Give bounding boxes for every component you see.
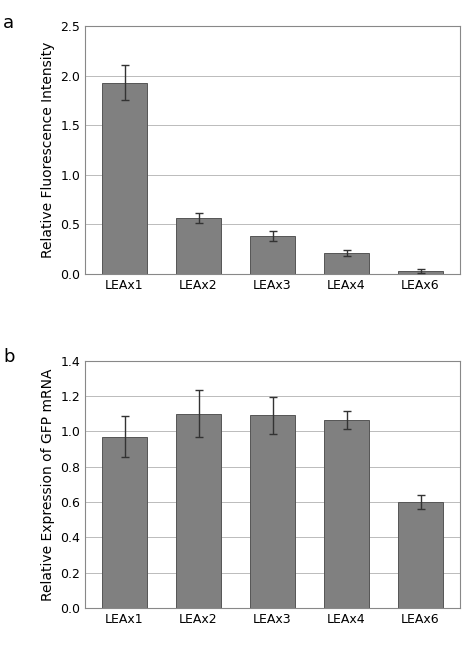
- Bar: [398, 271, 443, 274]
- Bar: [102, 82, 147, 274]
- Y-axis label: Relative Fluorescence Intensity: Relative Fluorescence Intensity: [41, 42, 55, 258]
- Text: b: b: [3, 348, 14, 366]
- Bar: [250, 415, 295, 608]
- Bar: [324, 420, 369, 608]
- Bar: [176, 218, 221, 274]
- Y-axis label: Relative Expression of GFP mRNA: Relative Expression of GFP mRNA: [41, 368, 55, 600]
- Bar: [250, 236, 295, 274]
- Text: a: a: [3, 14, 14, 32]
- Bar: [398, 502, 443, 608]
- Bar: [102, 437, 147, 608]
- Bar: [324, 253, 369, 274]
- Bar: [176, 413, 221, 608]
